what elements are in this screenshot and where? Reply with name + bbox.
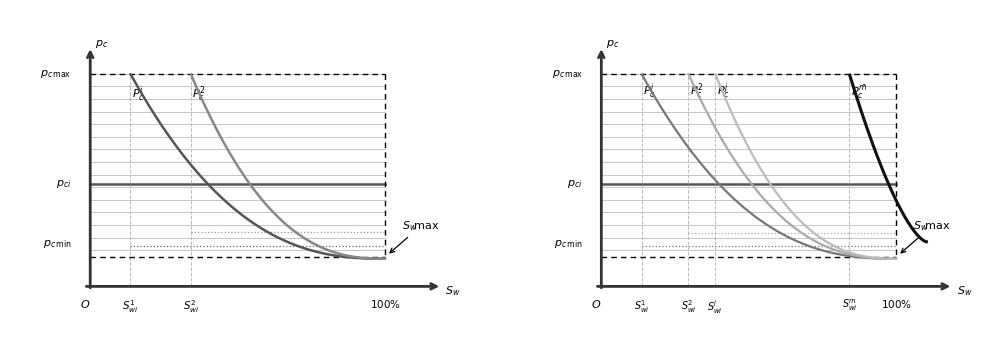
Text: $P_c^j$: $P_c^j$: [717, 82, 730, 101]
Text: $S_{wi}^2$: $S_{wi}^2$: [681, 298, 696, 315]
Text: $p_{c\,\mathrm{min}}$: $p_{c\,\mathrm{min}}$: [554, 238, 583, 250]
Text: $P_c^2$: $P_c^2$: [690, 82, 704, 101]
Text: $P_c^2$: $P_c^2$: [192, 84, 206, 104]
Text: $p_{c\,\mathrm{max}}$: $p_{c\,\mathrm{max}}$: [40, 68, 72, 80]
Text: $p_{c\,\mathrm{min}}$: $p_{c\,\mathrm{min}}$: [43, 238, 72, 250]
Text: $p_{ci}$: $p_{ci}$: [567, 178, 583, 191]
Text: $O$: $O$: [80, 298, 90, 310]
Text: $S_{wi}^j$: $S_{wi}^j$: [707, 298, 723, 316]
Text: $p_c$: $p_c$: [95, 38, 108, 50]
Text: $O$: $O$: [591, 298, 601, 310]
Text: $P_c^i$: $P_c^i$: [132, 84, 145, 104]
Text: $100\%$: $100\%$: [881, 298, 912, 310]
Text: $S_{wi}^1$: $S_{wi}^1$: [634, 298, 649, 315]
Text: $P_c^i$: $P_c^i$: [643, 82, 656, 101]
Text: $P_c^{\bar{m}}$: $P_c^{\bar{m}}$: [851, 84, 868, 101]
Text: $p_{ci}$: $p_{ci}$: [56, 178, 72, 191]
Text: $S_{wi}^2$: $S_{wi}^2$: [183, 298, 199, 315]
Text: $S_{wi}^m$: $S_{wi}^m$: [842, 298, 857, 314]
Text: $S_w$: $S_w$: [957, 284, 972, 298]
Text: $100\%$: $100\%$: [370, 298, 401, 310]
Text: $S_w$: $S_w$: [445, 284, 461, 298]
Text: $p_{c\,\mathrm{max}}$: $p_{c\,\mathrm{max}}$: [552, 68, 583, 80]
Text: $S_{wi}^1$: $S_{wi}^1$: [122, 298, 139, 315]
Text: $p_c$: $p_c$: [606, 38, 620, 50]
Text: $S_w\!\max$: $S_w\!\max$: [901, 219, 951, 253]
Text: $S_w\!\max$: $S_w\!\max$: [390, 219, 440, 253]
